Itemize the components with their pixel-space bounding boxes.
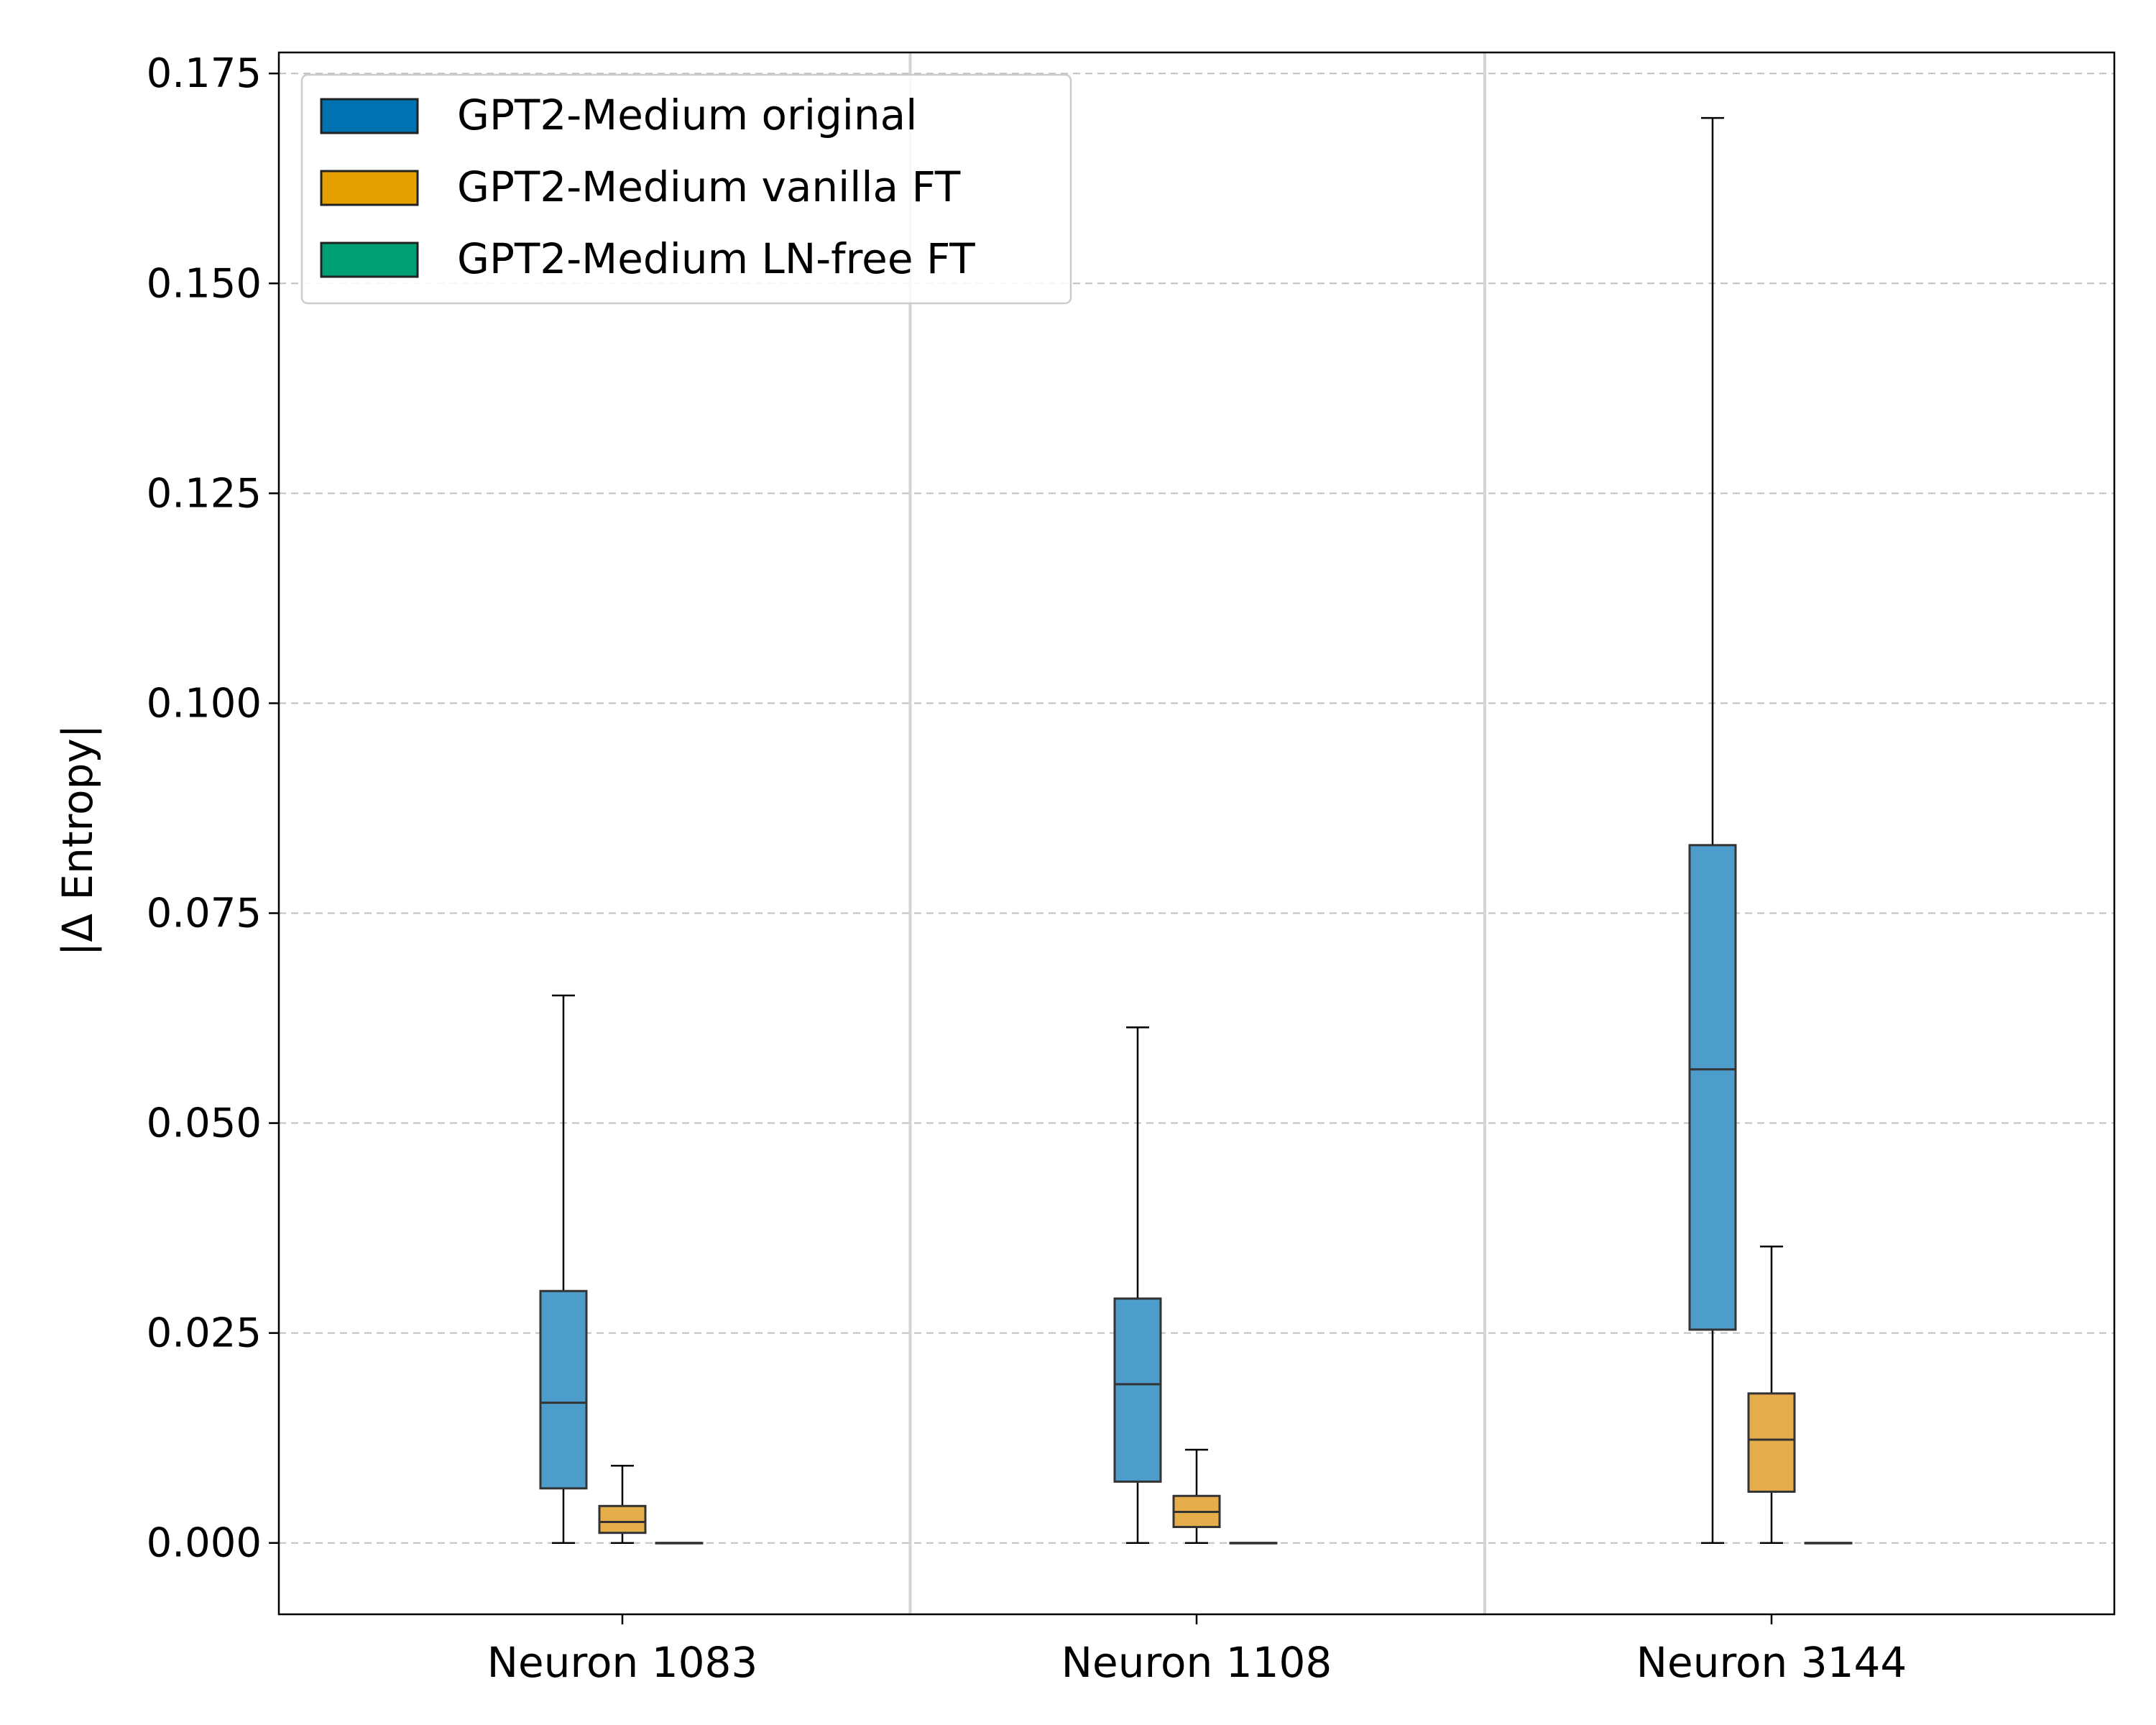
box-series1-cat0 (598, 1464, 647, 1544)
iqr-box (539, 1289, 588, 1490)
legend: GPT2-Medium original GPT2-Medium vanilla … (300, 73, 1072, 305)
iqr-box (1113, 1297, 1162, 1483)
box-series2-cat1 (1229, 1542, 1278, 1545)
category-separators (908, 52, 1486, 1614)
box-series0-cat2 (1688, 116, 1737, 1544)
y-tick-label-2: 0.050 (147, 1100, 262, 1147)
legend-frame (300, 73, 1072, 305)
box-series0-cat0 (539, 994, 588, 1544)
y-tick-label-0: 0.000 (147, 1520, 262, 1567)
box-series2-cat2 (1804, 1542, 1853, 1545)
y-tick-label-5: 0.125 (147, 470, 262, 517)
x-tick-label-1: Neuron 1108 (1061, 1638, 1332, 1687)
legend-label-1: GPT2-Medium vanilla FT (457, 162, 961, 211)
boxes-layer (539, 116, 1853, 1545)
legend-swatch-0 (320, 98, 419, 134)
y-tick-label-1: 0.025 (147, 1310, 262, 1357)
iqr-box (1747, 1392, 1796, 1493)
y-tick-label-6: 0.150 (147, 260, 262, 307)
legend-label-0: GPT2-Medium original (457, 91, 917, 139)
legend-swatch-1 (320, 170, 419, 206)
legend-swatch-2 (320, 242, 419, 278)
box-series1-cat2 (1747, 1246, 1796, 1544)
y-tick-label-4: 0.100 (147, 680, 262, 727)
box-series2-cat0 (655, 1542, 704, 1545)
legend-label-2: GPT2-Medium LN-free FT (457, 234, 975, 283)
iqr-box (598, 1504, 647, 1535)
box-series0-cat1 (1113, 1026, 1162, 1544)
iqr-box (1688, 844, 1737, 1331)
y-axis-label: |Δ Entropy| (53, 724, 102, 957)
y-tick-label-3: 0.075 (147, 890, 262, 937)
box-series1-cat1 (1172, 1448, 1221, 1544)
x-tick-label-0: Neuron 1083 (487, 1638, 758, 1687)
axis-layer: 0.000 0.025 0.050 0.075 0.100 0.125 0.150 0.175… (147, 50, 1907, 1687)
y-tick-label-7: 0.175 (147, 50, 262, 97)
x-tick-label-2: Neuron 3144 (1636, 1638, 1907, 1687)
